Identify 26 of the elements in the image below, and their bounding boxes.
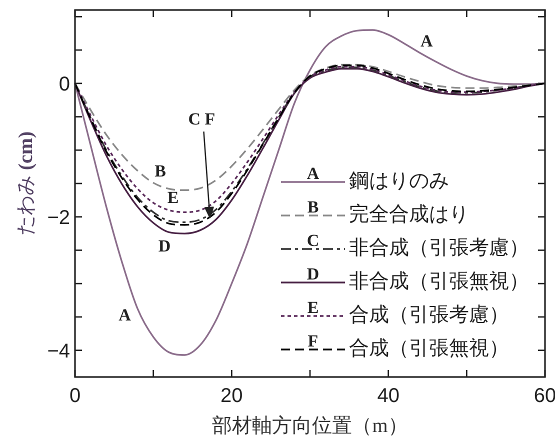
y-tick-label: −4 (47, 340, 70, 362)
legend-label: 鋼はりのみ (349, 170, 449, 192)
annotation: D (158, 236, 171, 256)
x-axis-title: 部材軸方向位置（m） (212, 414, 408, 437)
y-tick-label: 0 (58, 73, 70, 96)
annotation: C (306, 231, 320, 250)
annotation: E (167, 188, 179, 207)
legend-label: 完全合成はり (349, 202, 469, 226)
annotation: B (307, 198, 319, 216)
y-tick-label: −2 (47, 206, 70, 229)
x-tick-label: 40 (377, 385, 400, 407)
annotation: A (306, 164, 320, 183)
annotation: D (306, 264, 320, 284)
annotation: A (420, 32, 434, 51)
annotation: A (118, 305, 132, 324)
annotation: B (154, 162, 166, 181)
legend-label: 合成（引張無視） (349, 338, 509, 360)
x-tick-label: 20 (220, 385, 243, 407)
annotation: C F (188, 110, 216, 129)
y-axis-title: たわみ (cm) (15, 131, 37, 236)
legend-label: 非合成（引張考慮） (349, 237, 529, 259)
legend-label: 合成（引張考慮） (349, 304, 509, 326)
annotation: E (307, 298, 319, 317)
legend-label: 非合成（引張無視） (349, 270, 529, 292)
x-tick-label: 60 (534, 385, 555, 407)
annotation: F (308, 332, 318, 350)
